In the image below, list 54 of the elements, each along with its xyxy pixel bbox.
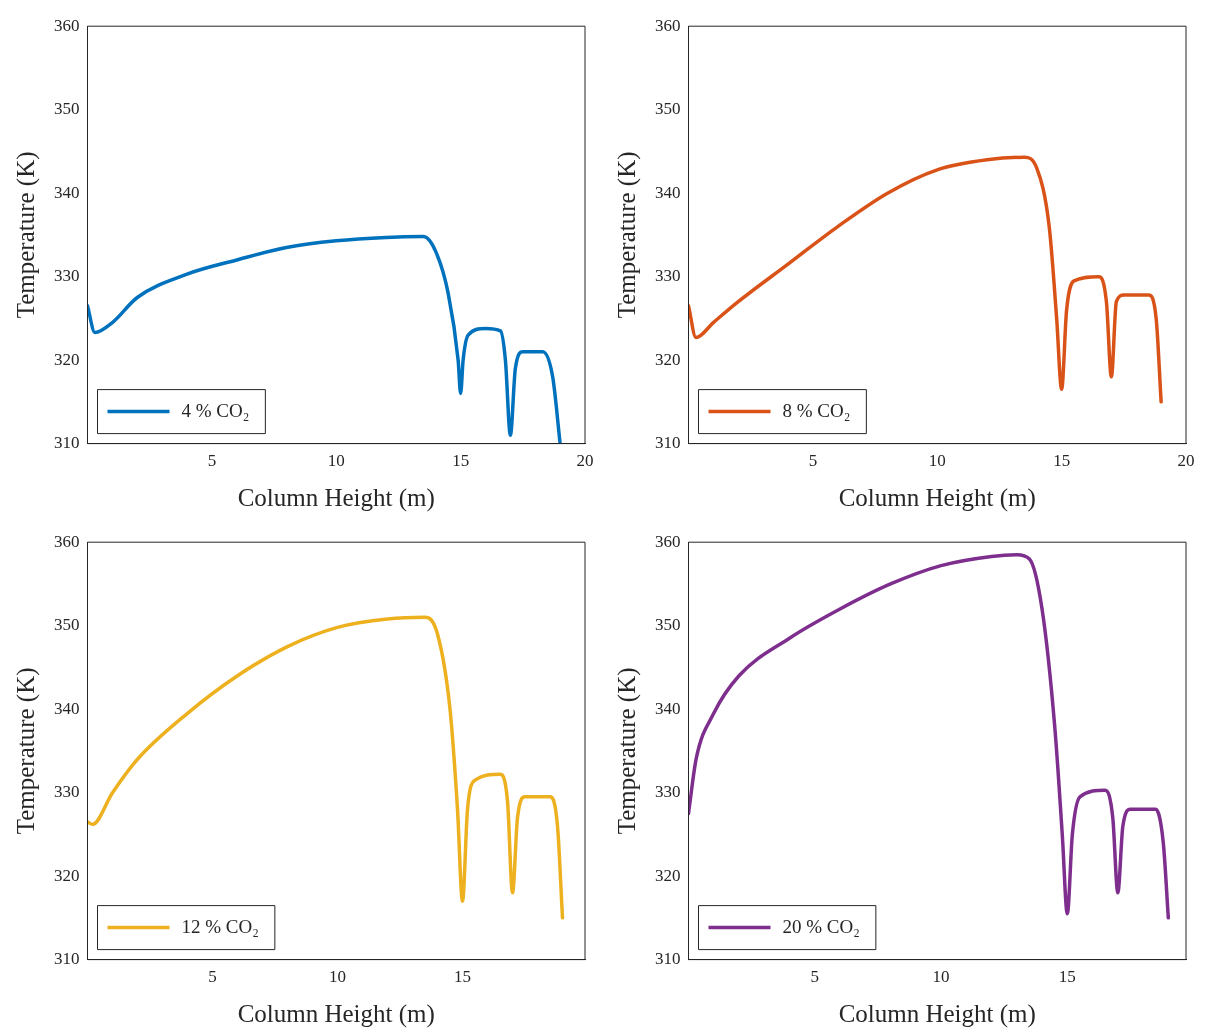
line-series — [688, 155, 1163, 404]
legend-label: 8 % CO₂ — [782, 399, 851, 421]
x-axis-title: Column Height (m) — [237, 999, 435, 1028]
y-axis-title: Temperature (K) — [612, 151, 641, 319]
legend-label: 12 % CO₂ — [181, 915, 259, 937]
x-axis-title: Column Height (m) — [838, 999, 1036, 1028]
y-tick-label: 310 — [54, 433, 80, 453]
x-tick-label: 5 — [208, 967, 217, 987]
y-tick-label: 330 — [655, 266, 681, 286]
x-tick-label: 10 — [932, 967, 950, 987]
x-tick-label: 5 — [810, 967, 820, 987]
y-tick-label: 310 — [655, 433, 681, 453]
y-axis-title: Temperature (K) — [11, 667, 40, 835]
x-tick-label: 10 — [327, 451, 345, 471]
legend-label: 4 % CO₂ — [181, 399, 250, 421]
y-tick-label: 330 — [54, 266, 80, 286]
y-tick-label: 360 — [54, 531, 80, 551]
y-tick-label: 320 — [54, 349, 80, 369]
y-tick-label: 340 — [54, 182, 80, 202]
y-tick-label: 320 — [655, 349, 681, 369]
y-tick-label: 360 — [655, 15, 681, 35]
x-axis-title: Column Height (m) — [237, 483, 435, 512]
x-tick-label: 20 — [576, 451, 594, 471]
y-tick-label: 330 — [54, 782, 80, 802]
x-tick-label: 15 — [454, 967, 471, 987]
y-tick-label: 310 — [54, 949, 80, 969]
y-tick-label: 350 — [655, 615, 681, 635]
legend-label: 20 % CO₂ — [782, 915, 860, 937]
y-tick-label: 350 — [54, 99, 80, 119]
x-tick-label: 20 — [1177, 451, 1195, 471]
y-axis-title: Temperature (K) — [612, 667, 641, 835]
y-axis-title: Temperature (K) — [11, 151, 40, 319]
y-tick-label: 320 — [655, 865, 681, 885]
line-series — [87, 234, 562, 444]
y-tick-label: 340 — [655, 182, 681, 202]
x-tick-label: 5 — [207, 451, 217, 471]
y-tick-label: 310 — [655, 949, 681, 969]
y-tick-label: 360 — [655, 531, 681, 551]
x-tick-label: 15 — [452, 451, 470, 471]
x-tick-label: 5 — [808, 451, 818, 471]
y-tick-label: 330 — [655, 782, 681, 802]
x-tick-label: 15 — [1053, 451, 1071, 471]
y-tick-label: 360 — [54, 15, 80, 35]
x-tick-label: 15 — [1058, 967, 1076, 987]
y-tick-label: 340 — [655, 698, 681, 718]
y-tick-label: 350 — [54, 615, 80, 635]
y-tick-label: 340 — [54, 698, 80, 718]
line-series — [87, 615, 565, 920]
line-series — [688, 552, 1171, 920]
x-axis-title: Column Height (m) — [838, 483, 1036, 512]
y-tick-label: 320 — [54, 865, 80, 885]
x-tick-label: 10 — [928, 451, 946, 471]
y-tick-label: 350 — [655, 99, 681, 119]
x-tick-label: 10 — [329, 967, 346, 987]
